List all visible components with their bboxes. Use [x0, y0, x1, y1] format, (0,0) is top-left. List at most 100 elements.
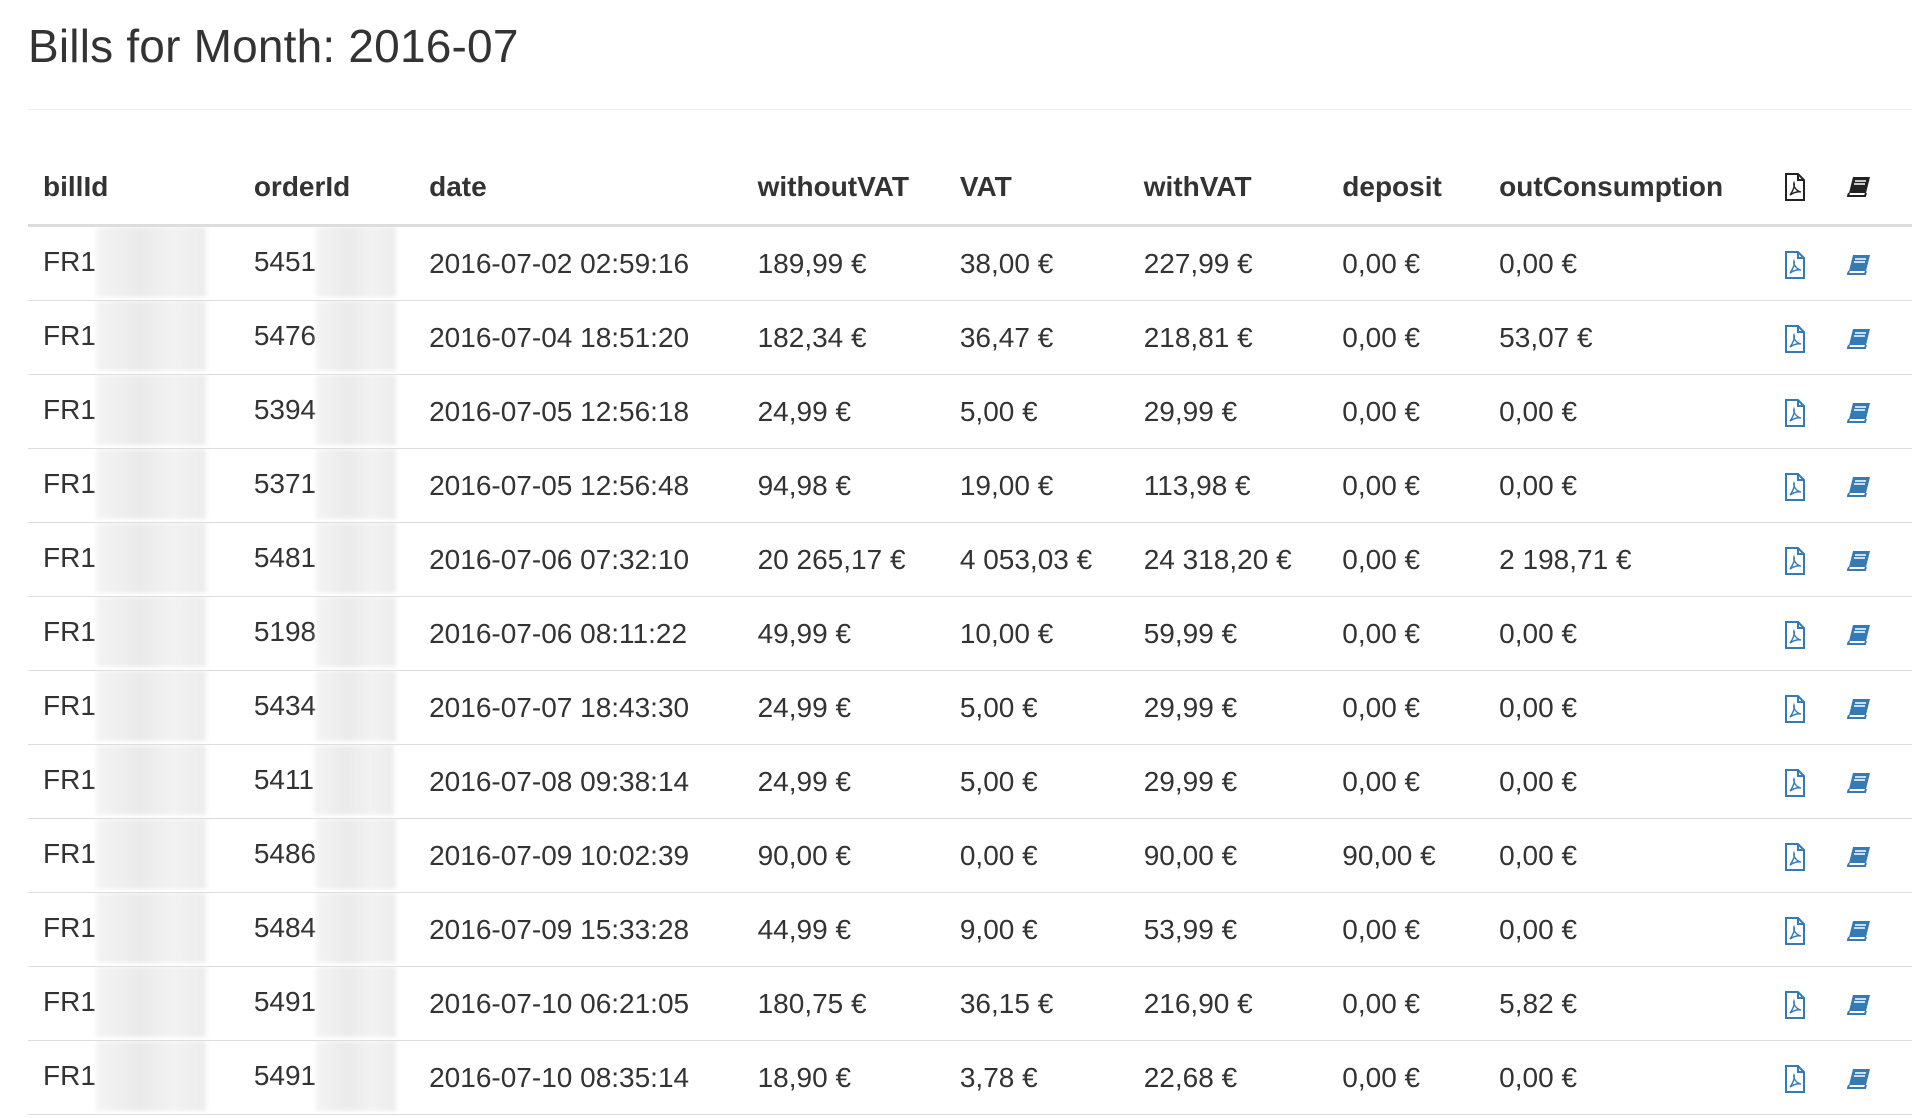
cell-withvat: 53,99 €	[1128, 892, 1328, 967]
book-icon[interactable]	[1847, 328, 1871, 350]
book-icon[interactable]	[1847, 624, 1871, 646]
redacted-bill-id	[95, 745, 206, 815]
column-header-orderid[interactable]: orderId	[238, 150, 415, 227]
cell-billid: FR1	[28, 966, 239, 1041]
redacted-order-id	[316, 301, 397, 371]
cell-orderid: 5484	[238, 892, 415, 967]
book-icon[interactable]	[1847, 994, 1871, 1016]
bill-id-text: FR1	[43, 837, 96, 869]
cell-deposit: 0,00 €	[1327, 522, 1485, 597]
cell-billid: FR1	[28, 1040, 239, 1115]
redacted-order-id	[316, 819, 397, 889]
redacted-order-id	[316, 449, 397, 519]
pdf-file-icon[interactable]	[1784, 769, 1806, 798]
cell-deposit: 0,00 €	[1327, 374, 1485, 449]
pdf-file-icon[interactable]	[1784, 251, 1806, 280]
order-id-text: 5394	[253, 393, 317, 425]
cell-outconsumption: 0,00 €	[1484, 670, 1769, 745]
table-row: FR1 5481 2016-07-06 07:32:10 20 265,17 €…	[28, 522, 1912, 597]
cell-pdf	[1768, 744, 1833, 819]
bill-id-text: FR1	[43, 393, 96, 425]
column-header-deposit[interactable]: deposit	[1327, 150, 1485, 227]
order-id-text: 5491	[253, 985, 317, 1017]
pdf-file-icon[interactable]	[1784, 325, 1806, 354]
book-icon[interactable]	[1847, 772, 1871, 794]
redacted-order-id	[316, 523, 397, 593]
column-header-withvat[interactable]: withVAT	[1128, 150, 1328, 227]
order-id-text: 5484	[253, 911, 317, 943]
redacted-order-id	[316, 1041, 397, 1111]
cell-outconsumption: 0,00 €	[1484, 744, 1769, 819]
cell-date: 2016-07-04 18:51:20	[414, 300, 743, 375]
cell-date: 2016-07-05 12:56:48	[414, 448, 743, 523]
bill-id-text: FR1	[43, 1059, 96, 1091]
column-header-vat[interactable]: VAT	[944, 150, 1129, 227]
cell-vat: 36,15 €	[944, 966, 1129, 1041]
cell-orderid: 5476	[238, 300, 415, 375]
column-header-billid[interactable]: billId	[28, 150, 239, 227]
table-row: FR1 5411 2016-07-08 09:38:14 24,99 € 5,0…	[28, 744, 1912, 819]
column-header-outconsumption[interactable]: outConsumption	[1484, 150, 1769, 227]
cell-deposit: 0,00 €	[1327, 596, 1485, 671]
redacted-order-id	[316, 226, 397, 297]
redacted-bill-id	[95, 597, 206, 667]
cell-pdf	[1768, 596, 1833, 671]
bill-id-text: FR1	[43, 615, 96, 647]
bill-id-text: FR1	[43, 985, 96, 1017]
cell-withoutvat: 189,99 €	[757, 247, 867, 279]
redacted-bill-id	[95, 967, 206, 1037]
cell-vat: 5,00 €	[944, 670, 1129, 745]
book-icon[interactable]	[1847, 846, 1871, 868]
cell-orderid: 5451	[239, 226, 414, 301]
redacted-bill-id	[95, 226, 206, 297]
book-icon[interactable]	[1847, 1068, 1871, 1090]
cell-pdf	[1768, 670, 1833, 745]
column-header-date[interactable]: date	[414, 150, 743, 227]
book-icon[interactable]	[1847, 402, 1871, 424]
cell-vat: 3,78 €	[944, 1040, 1129, 1115]
cell-date: 2016-07-09 15:33:28	[414, 892, 743, 967]
cell-book	[1832, 522, 1912, 597]
cell-date: 2016-07-05 12:56:18	[414, 374, 743, 449]
column-header-withoutvat[interactable]: withoutVAT	[742, 150, 945, 227]
pdf-file-icon[interactable]	[1784, 473, 1806, 502]
cell-date: 2016-07-10 06:21:05	[414, 966, 743, 1041]
cell-outconsumption: 2 198,71 €	[1484, 522, 1769, 597]
book-icon[interactable]	[1847, 920, 1871, 942]
pdf-file-icon[interactable]	[1784, 621, 1806, 650]
book-icon[interactable]	[1847, 550, 1871, 572]
order-id-text: 5411	[253, 763, 315, 795]
book-icon[interactable]	[1847, 476, 1871, 498]
book-icon[interactable]	[1847, 254, 1871, 276]
table-row: FR1 5476 2016-07-04 18:51:20 182,34 € 36…	[28, 300, 1912, 375]
cell-date: 2016-07-02 02:59:16	[429, 247, 690, 279]
pdf-file-icon[interactable]	[1784, 1065, 1806, 1094]
cell-billid: FR1	[28, 818, 239, 893]
cell-vat: 36,47 €	[944, 300, 1129, 375]
order-id-text: 5434	[253, 689, 317, 721]
pdf-file-icon[interactable]	[1784, 695, 1806, 724]
cell-date: 2016-07-07 18:43:30	[414, 670, 743, 745]
cell-outconsumption: 0,00 €	[1484, 448, 1769, 523]
pdf-file-icon[interactable]	[1784, 843, 1806, 872]
cell-orderid: 5411	[238, 744, 415, 819]
order-id-text: 5371	[253, 467, 317, 499]
pdf-file-icon[interactable]	[1784, 399, 1806, 428]
cell-billid: FR1	[28, 226, 239, 301]
cell-outconsumption: 0,00 €	[1484, 374, 1769, 449]
order-id-text: 5451	[253, 245, 317, 277]
pdf-file-icon[interactable]	[1784, 917, 1806, 946]
pdf-file-icon[interactable]	[1784, 991, 1806, 1020]
table-row: FR1 5198 2016-07-06 08:11:22 49,99 € 10,…	[28, 596, 1912, 671]
cell-vat: 4 053,03 €	[944, 522, 1129, 597]
cell-withoutvat: 20 265,17 €	[742, 522, 945, 597]
cell-pdf	[1769, 226, 1833, 301]
book-icon[interactable]	[1847, 698, 1871, 720]
table-row: FR1 5394 2016-07-05 12:56:18 24,99 € 5,0…	[28, 374, 1912, 449]
redacted-bill-id	[95, 819, 206, 889]
pdf-file-icon[interactable]	[1784, 547, 1806, 576]
cell-book	[1832, 374, 1912, 449]
redacted-order-id	[316, 671, 397, 741]
table-row: FR1 5371 2016-07-05 12:56:48 94,98 € 19,…	[28, 448, 1912, 523]
